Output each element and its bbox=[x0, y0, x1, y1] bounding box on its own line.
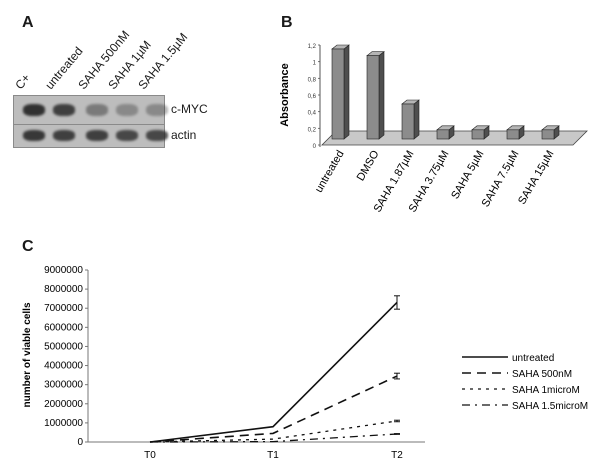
y-tick-label: 3000000 bbox=[44, 380, 83, 391]
band-actin-lane-1 bbox=[23, 130, 45, 141]
y-axis-label: number of viable cells bbox=[22, 302, 33, 407]
error-bar-saha-1-5microm bbox=[394, 433, 400, 435]
x-tick-label-t1: T1 bbox=[267, 450, 279, 461]
bar-saha-1-87-m bbox=[401, 103, 415, 140]
bar-untreated-side bbox=[343, 44, 350, 140]
bar-saha-3-75-m bbox=[436, 129, 450, 140]
panel-a-letter: A bbox=[22, 14, 34, 31]
y-tick-label: 0,2 bbox=[308, 127, 317, 133]
blot-strip-actin bbox=[13, 124, 168, 148]
y-tick-label: 8000000 bbox=[44, 284, 83, 295]
band-c-myc-lane-4 bbox=[116, 104, 138, 116]
band-c-myc-lane-2 bbox=[53, 104, 75, 116]
bar-saha-15-m bbox=[541, 129, 555, 140]
y-tick-label: 7000000 bbox=[44, 303, 83, 314]
blot-label-cmyc: c-MYC bbox=[171, 102, 208, 116]
y-tick-label: 0,4 bbox=[308, 111, 317, 117]
x-tick-label-saha-15-m: SAHA 15µM bbox=[516, 149, 556, 207]
x-tick-label-dmso: DMSO bbox=[355, 148, 382, 183]
bar-saha-7-5-m bbox=[506, 129, 520, 140]
blot-label-actin: actin bbox=[171, 128, 197, 142]
band-c-myc-lane-1 bbox=[23, 104, 45, 116]
y-tick-label: 1000000 bbox=[44, 418, 83, 429]
y-tick-label: 4000000 bbox=[44, 361, 83, 372]
band-actin-lane-5 bbox=[146, 130, 168, 141]
panel-c-letter: C bbox=[22, 238, 34, 255]
blot-strip-cmyc bbox=[13, 95, 168, 125]
bar-saha-1-87-m-side bbox=[413, 99, 420, 140]
viable-cells-line-chart: number of viable cells 0 1000000 2000000 300… bbox=[22, 265, 588, 461]
x-tick-label-saha-5-m: SAHA 5µM bbox=[449, 149, 486, 202]
band-actin-lane-2 bbox=[53, 130, 75, 141]
x-tick-label-t0: T0 bbox=[144, 450, 156, 461]
y-tick-label: 2000000 bbox=[44, 399, 83, 410]
y-tick-label: 0,8 bbox=[308, 77, 317, 83]
error-bar-saha-1microm bbox=[394, 419, 400, 423]
error-bar-untreated bbox=[394, 295, 400, 310]
y-tick-label: 6000000 bbox=[44, 322, 83, 333]
y-tick-label: 9000000 bbox=[44, 265, 83, 276]
y-axis-label: Absorbance bbox=[279, 63, 291, 127]
lane-label-c: C+ bbox=[12, 70, 34, 92]
bar-saha-5-m bbox=[471, 129, 485, 140]
band-c-myc-lane-3 bbox=[86, 104, 108, 116]
y-tick-label: 1,2 bbox=[308, 44, 317, 50]
y-tick-label: 5000000 bbox=[44, 341, 83, 352]
series-line-saha-1-5microm bbox=[149, 433, 398, 443]
legend-label-untreated: untreated bbox=[512, 353, 554, 364]
panel-b-letter: B bbox=[281, 14, 293, 31]
legend-label-saha-500nm: SAHA 500nM bbox=[512, 369, 572, 380]
series-line-saha-500nm bbox=[149, 375, 398, 443]
band-actin-lane-4 bbox=[116, 130, 138, 141]
series-line-saha-1microm bbox=[149, 420, 398, 443]
y-tick-label: 1 bbox=[313, 61, 317, 67]
band-actin-lane-3 bbox=[86, 130, 108, 141]
bar-dmso-side bbox=[378, 51, 385, 140]
y-tick-label: 0,6 bbox=[308, 94, 317, 100]
x-tick-label-t2: T2 bbox=[391, 450, 403, 461]
y-tick-label: 0 bbox=[313, 144, 317, 150]
error-bar-saha-500nm bbox=[394, 372, 400, 380]
x-tick-label-untreated: untreated bbox=[313, 149, 347, 195]
absorbance-bar-chart: Absorbance 0 0,2 0,4 0,6 0,8 1 1,2 untreated DMSO… bbox=[279, 44, 588, 215]
band-c-myc-lane-5 bbox=[146, 104, 168, 116]
legend-label-saha-1microm: SAHA 1microM bbox=[512, 385, 580, 396]
bar-dmso bbox=[366, 55, 380, 140]
bar-untreated bbox=[331, 48, 345, 140]
y-tick-label: 0 bbox=[77, 437, 83, 448]
series-line-untreated bbox=[149, 301, 398, 443]
legend-label-saha-1-5microm: SAHA 1.5microM bbox=[512, 401, 588, 412]
